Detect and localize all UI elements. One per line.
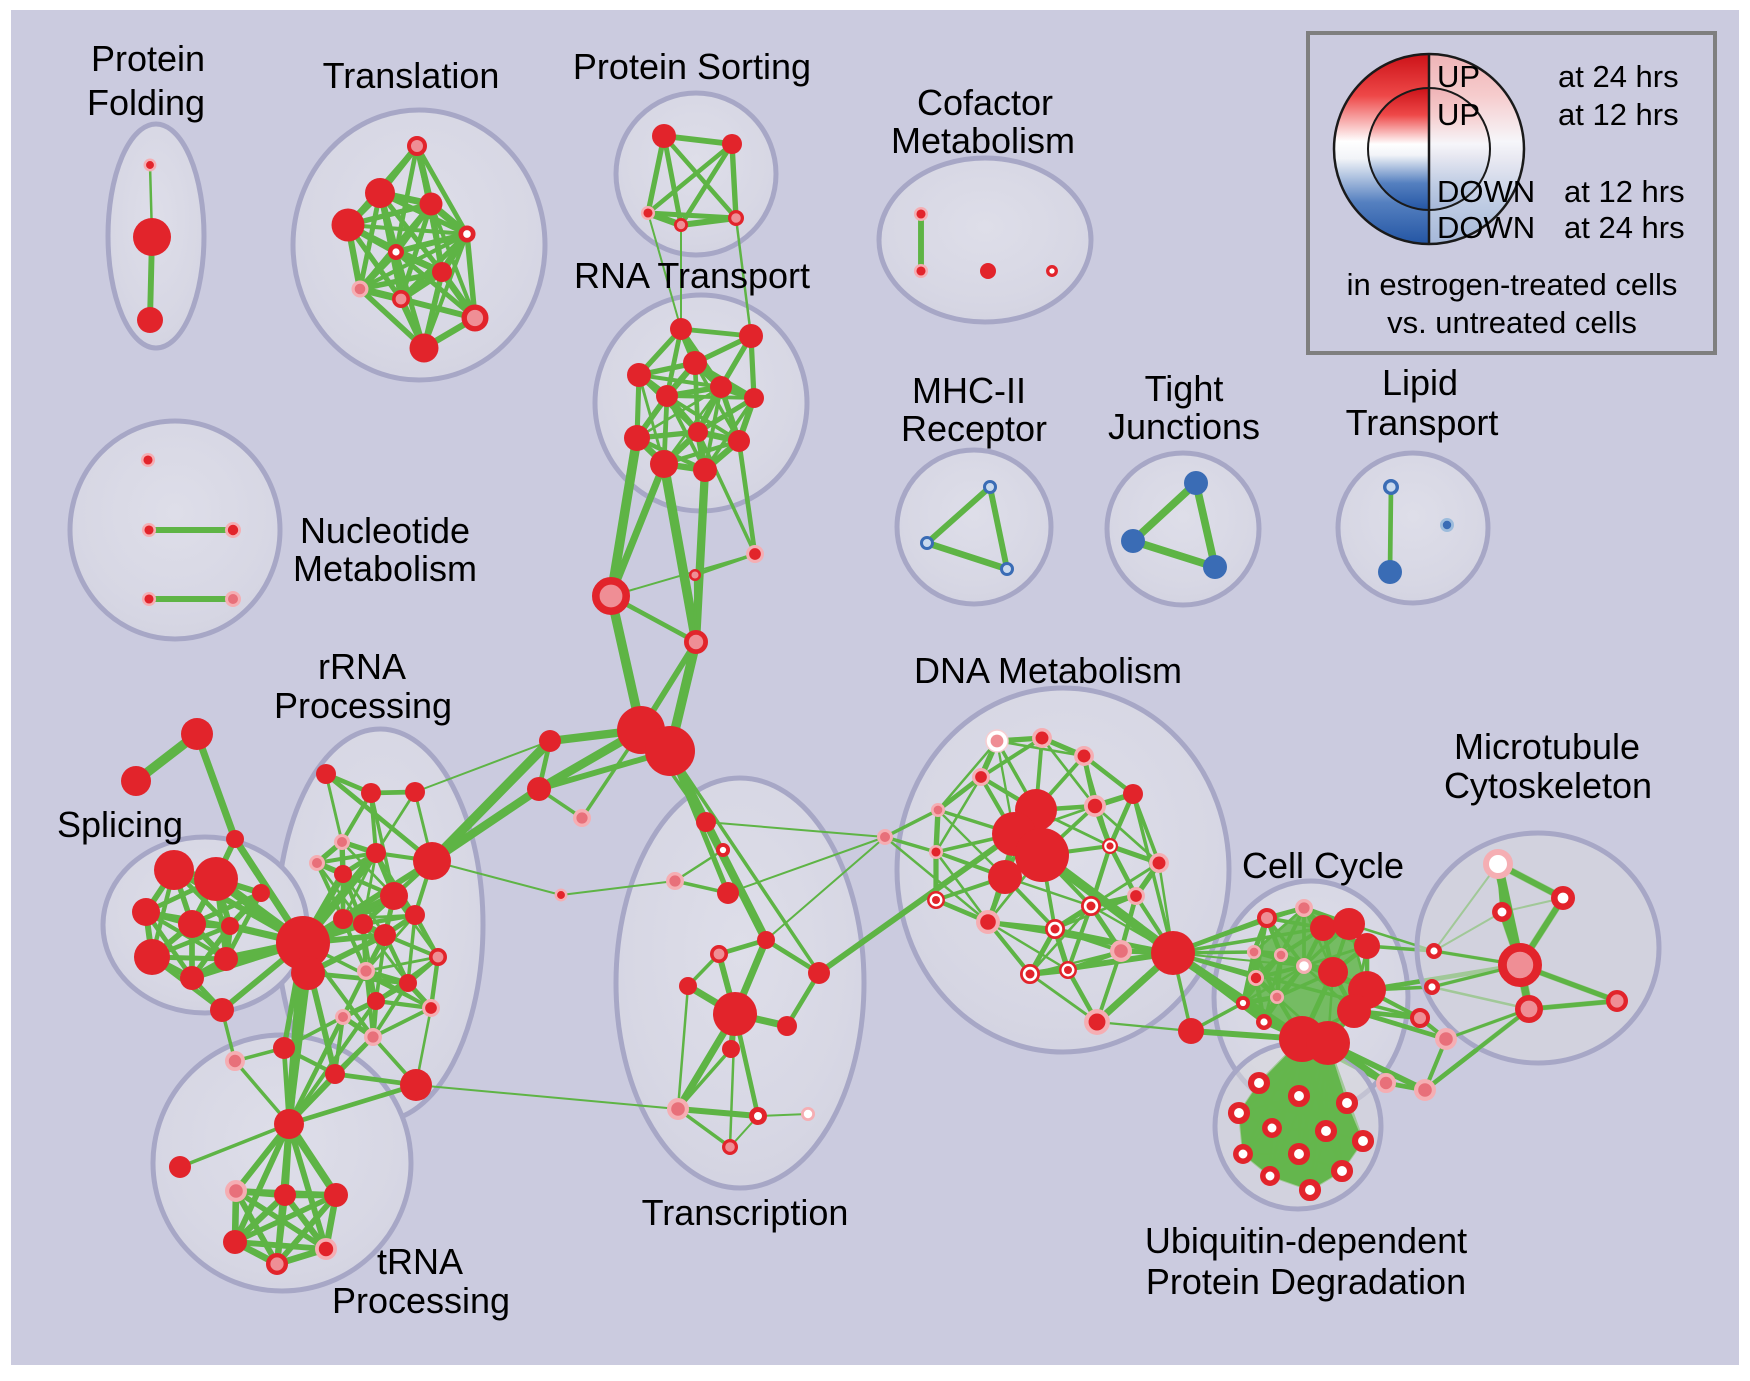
svg-text:Nucleotide: Nucleotide xyxy=(300,510,470,551)
svg-text:DOWN: DOWN xyxy=(1437,174,1535,209)
svg-text:Protein: Protein xyxy=(91,38,205,79)
svg-text:Cofactor: Cofactor xyxy=(917,82,1053,123)
svg-text:Transport: Transport xyxy=(1346,402,1499,443)
svg-text:Ubiquitin-dependent: Ubiquitin-dependent xyxy=(1145,1220,1467,1261)
svg-text:Splicing: Splicing xyxy=(57,804,183,845)
svg-text:MHC-II: MHC-II xyxy=(912,370,1026,411)
svg-text:Receptor: Receptor xyxy=(901,408,1047,449)
svg-text:DOWN: DOWN xyxy=(1437,210,1535,245)
svg-text:Folding: Folding xyxy=(87,82,205,123)
svg-text:Metabolism: Metabolism xyxy=(293,548,477,589)
svg-text:Lipid: Lipid xyxy=(1382,362,1458,403)
svg-text:Protein Degradation: Protein Degradation xyxy=(1146,1261,1466,1302)
svg-text:Tight: Tight xyxy=(1145,368,1224,409)
svg-text:at 24 hrs: at 24 hrs xyxy=(1558,59,1679,94)
svg-text:rRNA: rRNA xyxy=(318,646,406,687)
svg-text:Processing: Processing xyxy=(274,685,452,726)
svg-text:Cell Cycle: Cell Cycle xyxy=(1242,845,1404,886)
svg-text:Processing: Processing xyxy=(332,1280,510,1321)
svg-text:vs. untreated cells: vs. untreated cells xyxy=(1387,305,1637,340)
svg-text:at 12 hrs: at 12 hrs xyxy=(1564,174,1685,209)
svg-text:Transcription: Transcription xyxy=(642,1192,849,1233)
svg-text:DNA Metabolism: DNA Metabolism xyxy=(914,650,1182,691)
svg-text:in estrogen-treated cells: in estrogen-treated cells xyxy=(1347,267,1678,302)
svg-text:UP: UP xyxy=(1437,59,1480,94)
svg-text:Translation: Translation xyxy=(323,55,500,96)
svg-text:Protein Sorting: Protein Sorting xyxy=(573,46,811,87)
svg-text:UP: UP xyxy=(1437,97,1480,132)
svg-text:at 12 hrs: at 12 hrs xyxy=(1558,97,1679,132)
svg-text:at 24 hrs: at 24 hrs xyxy=(1564,210,1685,245)
svg-text:Metabolism: Metabolism xyxy=(891,120,1075,161)
svg-text:tRNA: tRNA xyxy=(377,1241,463,1282)
svg-text:Cytoskeleton: Cytoskeleton xyxy=(1444,765,1652,806)
svg-text:Microtubule: Microtubule xyxy=(1454,726,1640,767)
svg-text:RNA Transport: RNA Transport xyxy=(574,255,810,296)
svg-text:Junctions: Junctions xyxy=(1108,406,1260,447)
